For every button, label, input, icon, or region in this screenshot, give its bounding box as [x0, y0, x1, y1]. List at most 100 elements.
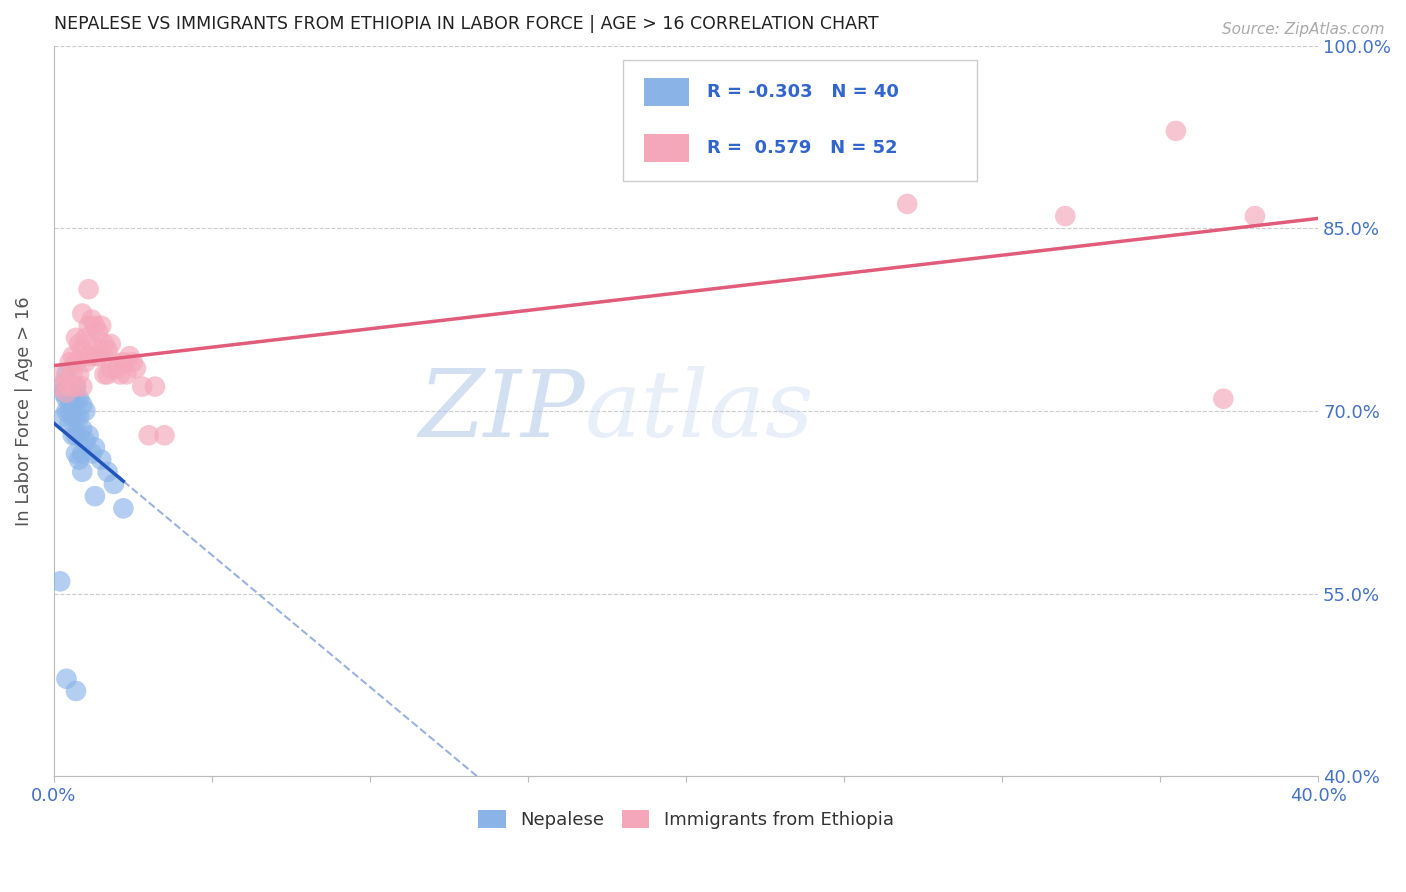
Point: [55, 385, 77, 400]
Point: [65, 446, 87, 460]
Point: [62, 349, 84, 363]
Point: [125, 361, 148, 376]
Point: [65, 684, 87, 698]
Point: [49, 379, 72, 393]
Point: [90, 343, 112, 357]
Point: [59, 355, 82, 369]
Point: [138, 428, 160, 442]
Point: [75, 355, 97, 369]
Point: [84, 441, 107, 455]
Text: R =  0.579   N = 52: R = 0.579 N = 52: [707, 139, 898, 157]
Point: [65, 355, 87, 369]
FancyBboxPatch shape: [644, 78, 689, 105]
Point: [65, 392, 87, 406]
Point: [97, 368, 120, 382]
Point: [67, 368, 90, 382]
Point: [52, 409, 75, 424]
Legend: Nepalese, Immigrants from Ethiopia: Nepalese, Immigrants from Ethiopia: [471, 803, 901, 837]
Point: [52, 385, 75, 400]
Point: [72, 422, 94, 436]
Point: [55, 374, 77, 388]
Text: R = -0.303   N = 40: R = -0.303 N = 40: [707, 83, 900, 101]
Point: [72, 398, 94, 412]
Point: [80, 337, 103, 351]
Point: [62, 409, 84, 424]
Point: [59, 385, 82, 400]
Point: [62, 398, 84, 412]
FancyBboxPatch shape: [623, 61, 977, 181]
Point: [62, 385, 84, 400]
Point: [100, 337, 122, 351]
Point: [62, 428, 84, 442]
Point: [1054, 209, 1077, 223]
Point: [1244, 209, 1267, 223]
Point: [67, 409, 90, 424]
Point: [97, 465, 120, 479]
Point: [49, 379, 72, 393]
Point: [72, 465, 94, 479]
Point: [55, 672, 77, 686]
Point: [59, 416, 82, 430]
Point: [59, 379, 82, 393]
Point: [90, 452, 112, 467]
Point: [72, 446, 94, 460]
Point: [52, 368, 75, 382]
Point: [112, 355, 135, 369]
Point: [115, 368, 138, 382]
Point: [75, 404, 97, 418]
Point: [72, 379, 94, 393]
Point: [90, 318, 112, 333]
Point: [1164, 124, 1187, 138]
Point: [67, 337, 90, 351]
Point: [75, 331, 97, 345]
Point: [65, 428, 87, 442]
Point: [55, 392, 77, 406]
Point: [112, 501, 135, 516]
Point: [103, 355, 125, 369]
Point: [84, 318, 107, 333]
Point: [131, 379, 153, 393]
Point: [65, 409, 87, 424]
Point: [59, 404, 82, 418]
Point: [80, 446, 103, 460]
Point: [896, 197, 918, 211]
Text: ZIP: ZIP: [418, 366, 585, 456]
Point: [84, 349, 107, 363]
Text: Source: ZipAtlas.com: Source: ZipAtlas.com: [1222, 22, 1385, 37]
Point: [77, 428, 100, 442]
Point: [105, 361, 128, 376]
Point: [65, 379, 87, 393]
Point: [1212, 392, 1234, 406]
Point: [93, 337, 115, 351]
Text: NEPALESE VS IMMIGRANTS FROM ETHIOPIA IN LABOR FORCE | AGE > 16 CORRELATION CHART: NEPALESE VS IMMIGRANTS FROM ETHIOPIA IN …: [53, 15, 879, 33]
Point: [62, 368, 84, 382]
Point: [65, 331, 87, 345]
Point: [93, 368, 115, 382]
Text: atlas: atlas: [585, 366, 814, 456]
Point: [121, 355, 143, 369]
Point: [67, 452, 90, 467]
Y-axis label: In Labor Force | Age > 16: In Labor Force | Age > 16: [15, 296, 32, 525]
Point: [49, 574, 72, 589]
Point: [75, 434, 97, 449]
Point: [55, 404, 77, 418]
Point: [55, 368, 77, 382]
Point: [67, 392, 90, 406]
Point: [100, 361, 122, 376]
Point: [77, 282, 100, 296]
Point: [103, 477, 125, 491]
Point: [59, 392, 82, 406]
Point: [72, 306, 94, 320]
Point: [77, 318, 100, 333]
FancyBboxPatch shape: [644, 134, 689, 161]
Point: [65, 379, 87, 393]
Point: [77, 349, 100, 363]
Point: [84, 489, 107, 503]
Point: [87, 349, 110, 363]
Point: [143, 379, 166, 393]
Point: [108, 368, 131, 382]
Point: [72, 343, 94, 357]
Point: [97, 343, 120, 357]
Point: [153, 428, 176, 442]
Point: [87, 325, 110, 339]
